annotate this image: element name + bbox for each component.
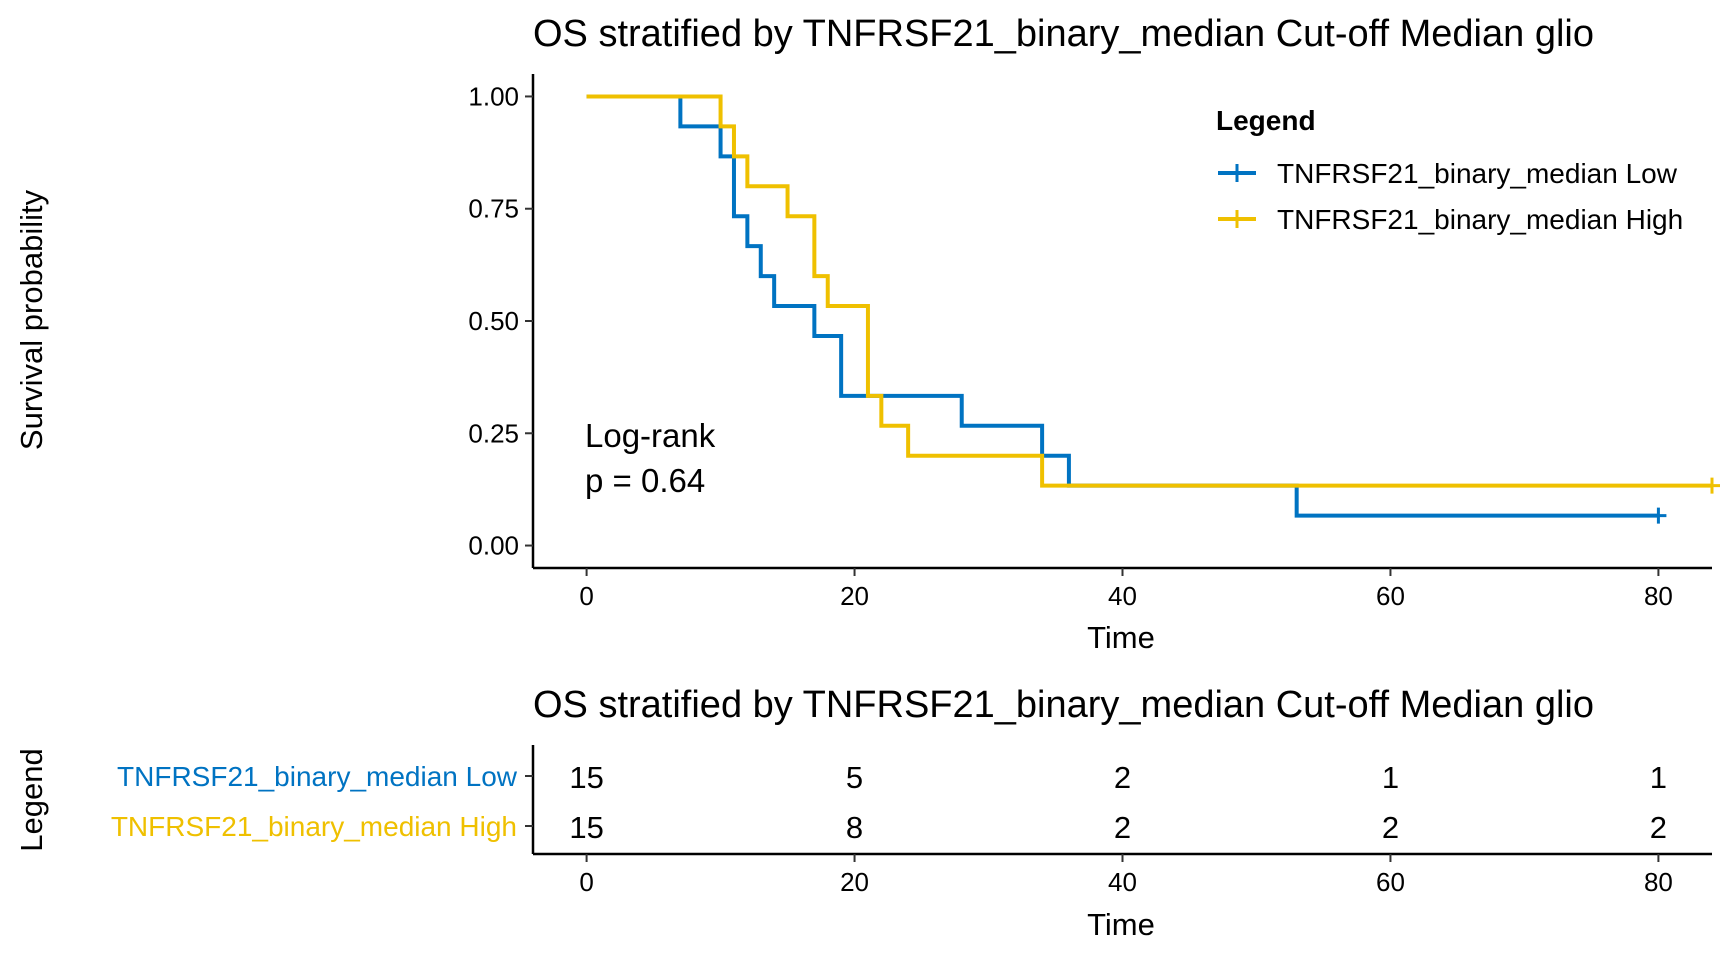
risk-count: 1 [1650, 760, 1667, 795]
risk-x-tick-label: 40 [1108, 867, 1137, 897]
risk-table: TNFRSF21_binary_median Low 15 5 2 1 1 TNFRSF21… [111, 745, 1712, 897]
legend-item-label: TNFRSF21_binary_median High [1277, 204, 1683, 235]
risk-row-label: TNFRSF21_binary_median High [111, 811, 517, 842]
km-curve-low [586, 94, 1659, 518]
risk-count: 2 [1114, 810, 1131, 845]
km-x-tick-label: 40 [1108, 581, 1137, 611]
km-x-tick-label: 80 [1644, 581, 1673, 611]
legend-title: Legend [1216, 105, 1316, 136]
legend: Legend TNFRSF21_binary_median LowTNFRSF2… [1216, 105, 1683, 235]
risk-table-title: OS stratified by TNFRSF21_binary_median … [533, 684, 1594, 726]
km-x-tick-label: 60 [1376, 581, 1405, 611]
risk-x-tick-label: 0 [579, 867, 593, 897]
km-x-axis-label: Time [1087, 620, 1155, 655]
risk-count: 2 [1650, 810, 1667, 845]
km-y-tick-label: 0.00 [468, 531, 519, 561]
km-axes: 0.00 0.25 0.50 0.75 1.00 0 20 40 60 80 [468, 74, 1712, 611]
risk-count: 2 [1114, 760, 1131, 795]
censor-mark [1650, 507, 1667, 524]
risk-table-y-axis-label: Legend [14, 748, 49, 851]
km-y-tick-label: 1.00 [468, 81, 519, 111]
km-plot-title: OS stratified by TNFRSF21_binary_median … [533, 13, 1594, 55]
km-y-tick-label: 0.75 [468, 194, 519, 224]
km-y-tick-label: 0.25 [468, 418, 519, 448]
km-curves [586, 94, 1720, 524]
km-x-tick-label: 20 [840, 581, 869, 611]
risk-count: 2 [1382, 810, 1399, 845]
risk-count: 8 [846, 810, 863, 845]
legend-item-label: TNFRSF21_binary_median Low [1277, 158, 1678, 189]
km-y-axis-label: Survival probability [14, 189, 49, 450]
risk-count: 15 [569, 810, 603, 845]
censor-mark [1704, 477, 1720, 494]
risk-x-tick-label: 60 [1376, 867, 1405, 897]
risk-count: 1 [1382, 760, 1399, 795]
km-y-tick-label: 0.50 [468, 306, 519, 336]
km-curve-high [586, 94, 1712, 488]
km-x-tick-label: 0 [579, 581, 593, 611]
legend-items: TNFRSF21_binary_median Low TNFRSF21_binar… [1218, 158, 1683, 235]
risk-x-tick-label: 20 [840, 867, 869, 897]
p-value-label: p = 0.64 [585, 462, 705, 499]
risk-count: 5 [846, 760, 863, 795]
risk-row-label: TNFRSF21_binary_median Low [117, 761, 518, 792]
logrank-label: Log-rank [585, 417, 716, 454]
risk-table-x-axis-label: Time [1087, 907, 1155, 942]
risk-x-tick-label: 80 [1644, 867, 1673, 897]
risk-count: 15 [569, 760, 603, 795]
